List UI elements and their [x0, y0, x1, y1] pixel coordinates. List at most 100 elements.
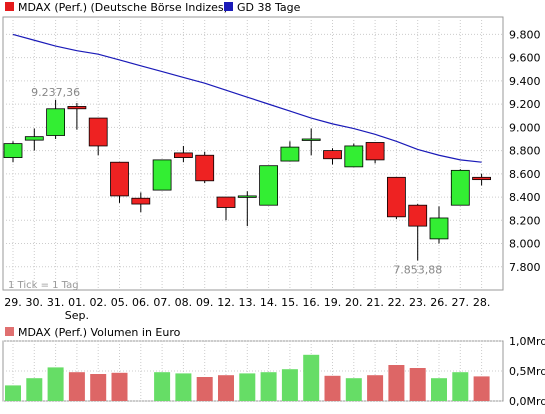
candle-body-up: [280, 146, 300, 162]
candle: [195, 151, 215, 184]
candle: [259, 165, 279, 206]
candle-body-down: [365, 142, 385, 161]
legend-swatch-gd38: [224, 2, 233, 11]
x-tick-label: 26.: [430, 296, 448, 309]
candle: [152, 159, 172, 191]
x-tick-label: 21.: [366, 296, 384, 309]
candle: [216, 196, 236, 221]
month-label: Sep.: [65, 309, 89, 322]
price-annotation: 7.853,88: [393, 264, 442, 277]
candle: [386, 176, 406, 220]
price-y-tick-label: 8.800: [509, 145, 541, 158]
price-legend: MDAX (Perf.) (Deutsche Börse Indizes) GD…: [5, 1, 301, 14]
candle-body-up: [344, 145, 364, 168]
volume-legend: MDAX (Perf.) Volumen in Euro: [5, 326, 181, 339]
x-tick-label: 28.: [473, 296, 491, 309]
x-tick-label: 16.: [302, 296, 320, 309]
x-tick-label: 01.: [68, 296, 86, 309]
x-tick-label: 29.: [4, 296, 22, 309]
price-y-tick-label: 8.200: [509, 214, 541, 227]
volume-bar: [260, 372, 277, 401]
volume-bar: [111, 372, 128, 401]
candle: [67, 102, 87, 130]
volume-bar: [345, 378, 362, 401]
volume-bar: [47, 367, 64, 401]
candle-body-up: [24, 136, 44, 141]
volume-bar: [196, 377, 213, 401]
x-tick-label: 20.: [345, 296, 363, 309]
price-y-tick-label: 9.800: [509, 28, 541, 41]
volume-bar: [367, 375, 384, 401]
candle: [88, 117, 108, 156]
candle: [429, 206, 449, 244]
volume-bar: [281, 369, 298, 401]
price-y-tick-label: 8.600: [509, 168, 541, 181]
candle: [301, 128, 321, 156]
x-tick-label: 23.: [409, 296, 427, 309]
volume-y-tick-label: 0,0Mrd: [509, 395, 545, 408]
legend-swatch-mdax: [5, 2, 14, 11]
candle-body-up: [429, 217, 449, 240]
legend-label-volume: MDAX (Perf.) Volumen in Euro: [18, 326, 181, 339]
volume-bar: [239, 373, 256, 401]
price-y-tick-label: 9.400: [509, 75, 541, 88]
volume-bar: [409, 368, 426, 401]
candle-body-down: [88, 117, 108, 147]
candle-body-up: [259, 165, 279, 206]
candle-body-down: [195, 154, 215, 182]
x-tick-label: 30.: [26, 296, 44, 309]
legend-label-mdax: MDAX (Perf.) (Deutsche Börse Indizes): [18, 1, 228, 14]
candle: [46, 99, 65, 139]
legend-label-gd38: GD 38 Tage: [237, 1, 301, 14]
candle: [365, 142, 385, 164]
x-tick-label: 02.: [89, 296, 107, 309]
volume-bar: [175, 373, 192, 401]
volume-bar: [303, 354, 320, 401]
candle-body-up: [301, 138, 321, 141]
tick-footnote: 1 Tick = 1 Tag: [8, 280, 79, 291]
volume-bar: [431, 378, 447, 401]
volume-bar: [26, 378, 43, 401]
x-tick-label: 05.: [111, 296, 129, 309]
volume-bar: [68, 372, 85, 401]
volume-bar: [90, 374, 107, 401]
candle-body-down: [67, 106, 87, 110]
volume-bar: [452, 372, 469, 401]
volume-bar: [5, 385, 21, 401]
x-tick-label: 09.: [196, 296, 214, 309]
price-plot-area: [2, 16, 504, 291]
candle-body-down: [131, 197, 151, 205]
x-tick-label: 27.: [452, 296, 470, 309]
price-y-tick-label: 9.000: [509, 121, 541, 134]
x-tick-label: 15.: [281, 296, 299, 309]
candle: [24, 128, 44, 151]
candle: [237, 191, 257, 227]
candle-body-down: [323, 150, 342, 160]
volume-bar: [154, 372, 171, 401]
candle-body-up: [450, 169, 470, 206]
candle: [472, 173, 492, 186]
volume-panel: 0,0Mrd 0,5Mrd 1,0Mrd: [2, 335, 545, 408]
x-tick-label: 14.: [260, 296, 278, 309]
candle-body-down: [216, 196, 236, 208]
x-tick-label: 06.: [132, 296, 150, 309]
x-tick-label: 07.: [153, 296, 171, 309]
x-tick-label: 13.: [239, 296, 257, 309]
candle: [344, 143, 364, 168]
volume-bar: [473, 376, 490, 401]
candle: [450, 169, 470, 206]
volume-y-tick-label: 0,5Mrd: [509, 365, 545, 378]
candle: [280, 141, 300, 162]
x-tick-label: 08.: [175, 296, 193, 309]
x-tick-label: 22.: [388, 296, 406, 309]
candle-body-down: [386, 176, 406, 218]
volume-bar: [218, 375, 234, 401]
x-tick-label: 12.: [217, 296, 235, 309]
candle: [323, 148, 342, 165]
price-y-tick-label: 9.600: [509, 52, 541, 65]
candle-body-up: [46, 108, 65, 136]
candle: [408, 204, 428, 261]
candle: [173, 145, 193, 163]
